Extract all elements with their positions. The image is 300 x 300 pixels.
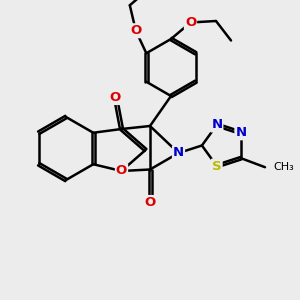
Text: O: O	[130, 24, 141, 37]
Text: O: O	[110, 91, 121, 104]
Text: O: O	[144, 196, 156, 209]
Text: O: O	[185, 16, 196, 29]
Text: S: S	[212, 160, 222, 172]
Text: O: O	[116, 164, 127, 178]
Text: CH₃: CH₃	[273, 162, 294, 172]
Text: N: N	[211, 118, 222, 131]
Text: N: N	[173, 146, 184, 160]
Text: N: N	[236, 126, 247, 139]
